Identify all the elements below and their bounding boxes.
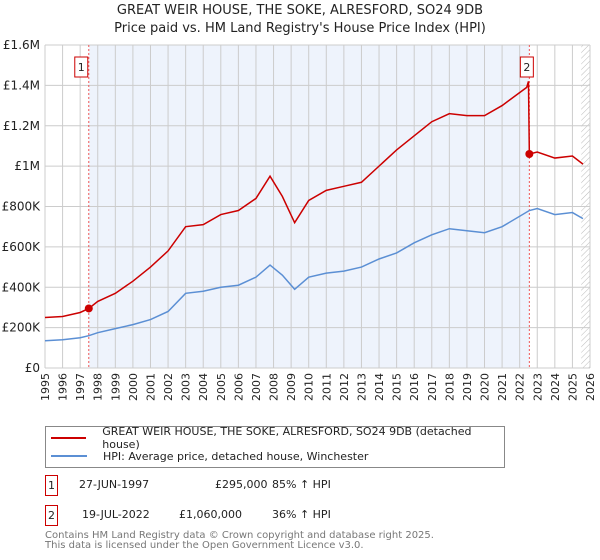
- x-tick-label: 2003: [180, 373, 193, 401]
- y-tick-label: £200K: [2, 321, 42, 335]
- sale-label: 1: [78, 61, 85, 74]
- sale-label-box: [74, 56, 89, 78]
- sale-label-box: [519, 56, 534, 78]
- sale-point: [84, 304, 93, 313]
- x-tick-label: 1996: [57, 373, 70, 401]
- legend-label-property: GREAT WEIR HOUSE, THE SOKE, ALRESFORD, S…: [102, 425, 472, 451]
- legend-label-hpi: HPI: Average price, detached house, Winc…: [103, 449, 369, 463]
- sale-date: 19-JUL-2022: [82, 508, 150, 521]
- x-tick-label: 2008: [268, 373, 281, 401]
- hpi-line: [44, 207, 584, 342]
- sale-price: £295,000: [215, 478, 268, 491]
- y-tick-label: £1.4M: [3, 78, 40, 92]
- x-tick-label: 2026: [584, 373, 597, 401]
- sale-hpi: 36% ↑ HPI: [272, 508, 331, 521]
- x-tick-label: 2022: [514, 373, 527, 401]
- chart-title: GREAT WEIR HOUSE, THE SOKE, ALRESFORD, S…: [116, 3, 484, 18]
- x-tick-label: 2005: [215, 373, 228, 401]
- x-tick-label: 2002: [162, 373, 175, 401]
- y-tick-label: £1.6M: [3, 38, 40, 52]
- sale-marker-badge: 1: [45, 475, 58, 496]
- sale-point: [525, 150, 534, 159]
- x-tick-label: 2001: [144, 373, 157, 401]
- y-tick-label: £800K: [2, 200, 42, 214]
- sale-hpi: 85% ↑ HPI: [272, 478, 331, 491]
- x-tick-label: 2000: [127, 373, 140, 401]
- footer: Contains HM Land Registry data © Crown c…: [45, 531, 434, 551]
- sale-label: 2: [523, 61, 530, 74]
- x-tick-label: 2024: [549, 373, 562, 401]
- x-tick-label: 2016: [408, 373, 421, 401]
- x-tick-label: 2023: [531, 373, 544, 401]
- x-tick-label: 2021: [496, 373, 509, 401]
- legend-swatch-blue: [51, 455, 87, 457]
- sale-price: £1,060,000: [179, 508, 242, 521]
- legend: GREAT WEIR HOUSE, THE SOKE, ALRESFORD, S…: [45, 425, 505, 468]
- x-tick-label: 2020: [479, 373, 492, 401]
- x-tick-label: 2010: [303, 373, 316, 401]
- chart-subtitle: Price paid vs. HM Land Registry's House …: [114, 21, 486, 36]
- x-tick-label: 2012: [338, 373, 351, 401]
- property-price-line: [44, 81, 584, 319]
- sale-date: 27-JUN-1997: [79, 478, 150, 491]
- x-tick-label: 2011: [320, 373, 333, 401]
- x-tick-label: 2007: [250, 373, 263, 401]
- legend-swatch-red: [51, 437, 87, 439]
- sale-marker-badge: 2: [45, 505, 58, 526]
- x-tick-label: 2018: [443, 373, 456, 401]
- y-tick-label: £400K: [2, 280, 42, 294]
- x-tick-label: 2015: [391, 373, 404, 401]
- y-tick-label: £600K: [2, 240, 42, 254]
- x-tick-label: 2006: [232, 373, 245, 401]
- x-tick-label: 2013: [355, 373, 368, 401]
- x-tick-label: 2009: [285, 373, 298, 401]
- x-tick-label: 1999: [109, 373, 122, 401]
- x-tick-label: 2017: [426, 373, 439, 401]
- x-tick-label: 2004: [197, 373, 210, 401]
- x-tick-label: 1998: [92, 373, 105, 401]
- x-tick-label: 2019: [461, 373, 474, 401]
- x-tick-label: 2025: [566, 373, 579, 401]
- y-tick-label: £1M: [14, 159, 40, 173]
- y-tick-label: £0: [25, 361, 40, 375]
- footer-copyright: Contains HM Land Registry data © Crown c…: [45, 530, 434, 541]
- x-tick-label: 1995: [39, 373, 52, 401]
- price-chart: 1995 1996 1997 1998 1999 2000 2001 2002 2003 2004…: [2, 38, 597, 401]
- x-tick-label: 1997: [74, 373, 87, 401]
- footer-licence: This data is licensed under the Open Gov…: [45, 540, 364, 551]
- y-tick-label: £1.2M: [3, 119, 40, 133]
- x-tick-label: 2014: [373, 373, 386, 401]
